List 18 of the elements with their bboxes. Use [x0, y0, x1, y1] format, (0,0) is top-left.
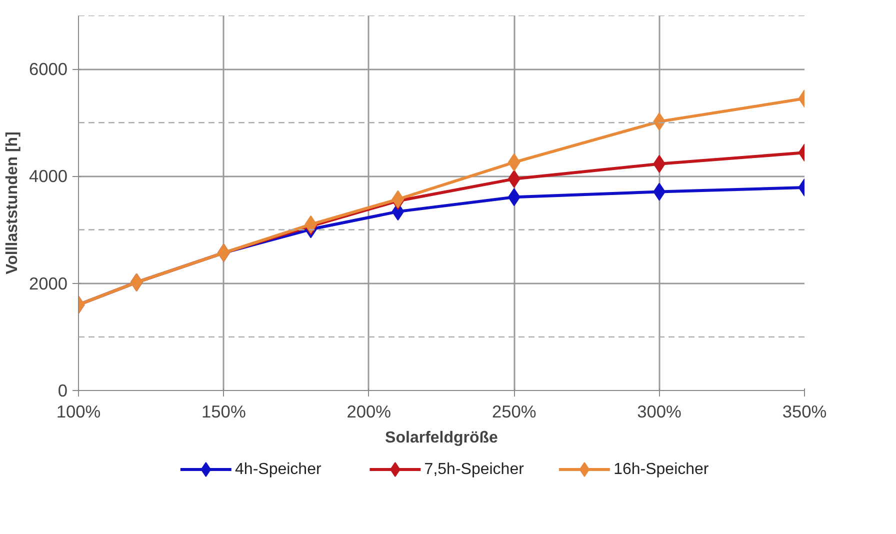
x-tick-label: 150% — [202, 402, 246, 422]
point — [508, 170, 520, 188]
point — [508, 188, 520, 206]
x-tick-label: 350% — [782, 402, 827, 422]
x-tick-label: 300% — [637, 402, 682, 422]
x-tick-label: 250% — [492, 402, 536, 422]
y-axis-title: Volllaststunden [h] — [4, 132, 21, 274]
legend-label: 4h-Speicher — [235, 461, 322, 478]
legend-label: 16h-Speicher — [614, 461, 710, 478]
y-tick-label: 0 — [58, 380, 68, 400]
x-tick-label: 200% — [346, 402, 392, 422]
point — [508, 153, 520, 172]
x-tick-label: 100% — [56, 402, 101, 422]
legend-label: 7,5h-Speicher — [424, 461, 525, 478]
x-axis-title: Solarfeldgröße — [385, 430, 498, 446]
y-tick-label: 2000 — [28, 273, 68, 294]
y-tick-label: 4000 — [28, 166, 68, 186]
y-tick-label: 6000 — [28, 59, 68, 80]
